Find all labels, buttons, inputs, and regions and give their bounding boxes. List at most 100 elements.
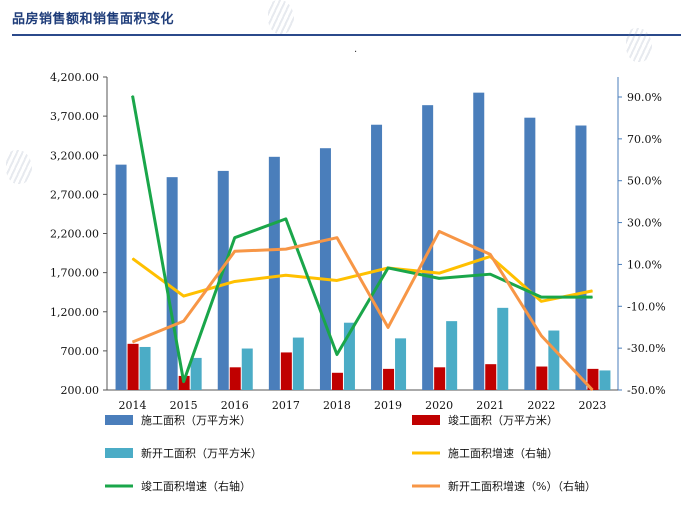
watermark-logo-top [268, 0, 294, 34]
completed-growth-point [336, 354, 338, 356]
left-tick-label: 2,200.00 [50, 228, 99, 241]
right-tick-label: 70.0% [627, 133, 662, 146]
x-tick-label: 2022 [527, 399, 555, 412]
watermark-logo-right [626, 28, 652, 62]
completed-area-bar [127, 343, 139, 390]
title-divider [12, 34, 681, 36]
completed-growth-point [540, 296, 542, 298]
new-start-growth-point [132, 341, 134, 343]
completed-area-bar [485, 364, 497, 390]
legend-new-start-growth-label: 新开工面积增速（%）（右轴） [448, 479, 596, 493]
x-tick-label: 2017 [272, 399, 300, 412]
x-tick-label: 2021 [476, 399, 504, 412]
construction-area-bar [217, 170, 229, 390]
construction-area-bar [422, 105, 434, 391]
legend-new-start-area-label: 新开工面积（万平方米） [141, 446, 262, 460]
legend-construction-growth-label: 施工面积增速（右轴） [448, 446, 558, 460]
legend-construction-growth: 施工面积增速（右轴） [412, 446, 558, 460]
completed-growth-point [387, 267, 389, 269]
construction-area-bar [575, 125, 587, 390]
legend-new-start-area-swatch [105, 448, 133, 458]
legend-completed-growth-label: 竣工面积增速（右轴） [141, 479, 251, 493]
construction-area-bar [524, 117, 536, 390]
new-start-growth-point [540, 335, 542, 337]
x-tick-label: 2016 [221, 399, 249, 412]
new-start-area-bar [190, 357, 202, 390]
right-tick-label: 90.0% [627, 91, 662, 104]
construction-growth-point [336, 279, 338, 281]
new-start-area-bar [497, 307, 509, 390]
legend-new-start-growth: 新开工面积增速（%）（右轴） [412, 479, 596, 493]
left-tick-label: 4,200.00 [50, 71, 99, 84]
new-start-growth-point [438, 230, 440, 232]
watermark-logo-left [6, 150, 32, 184]
completed-growth-point [438, 277, 440, 279]
construction-growth-point [591, 290, 593, 292]
right-tick-label: 50.0% [627, 175, 662, 188]
new-start-area-bar [548, 330, 560, 390]
left-tick-label: 1,200.00 [50, 306, 99, 319]
legend-completed-growth: 竣工面积增速（右轴） [105, 479, 251, 493]
construction-growth-point [132, 258, 134, 260]
new-start-growth-point [591, 389, 593, 391]
new-start-growth-point [285, 248, 287, 250]
completed-growth-point [285, 218, 287, 220]
legend-new-start-area: 新开工面积（万平方米） [105, 446, 262, 460]
right-tick-label: -30.0% [627, 342, 666, 355]
legend-construction-area-label: 施工面积（万平方米） [141, 413, 251, 427]
completed-growth-point [132, 95, 134, 97]
construction-area-bar [115, 164, 127, 390]
completed-area-bar [434, 367, 446, 390]
left-tick-label: 3,200.00 [50, 149, 99, 162]
completed-area-bar [331, 372, 343, 390]
completed-growth-point [591, 296, 593, 298]
new-start-area-bar [395, 338, 407, 390]
completed-area-bar [280, 352, 292, 390]
legend-construction-area: 施工面积（万平方米） [105, 413, 251, 427]
new-start-area-bar [599, 370, 611, 390]
bars-layer [115, 92, 611, 391]
new-start-growth-point [387, 326, 389, 328]
x-tick-label: 2015 [170, 399, 198, 412]
x-tick-label: 2020 [425, 399, 453, 412]
completed-growth-point [489, 273, 491, 275]
new-start-area-bar [446, 321, 458, 390]
new-start-area-bar [343, 322, 355, 390]
new-start-area-bar [292, 337, 304, 390]
construction-area-bar [473, 92, 485, 391]
construction-growth-point [183, 295, 185, 297]
legend: 施工面积（万平方米） 竣工面积（万平方米） 新开工面积（万平方米） 施工面积增速（右轴… [105, 413, 596, 493]
completed-area-bar [229, 367, 241, 390]
new-start-growth-point [234, 250, 236, 252]
construction-growth-point [438, 272, 440, 274]
x-tick-label: 2023 [578, 399, 606, 412]
construction-area-bar [319, 148, 331, 390]
completed-growth-point [183, 381, 185, 383]
completed-area-bar [536, 366, 548, 390]
left-tick-label: 700.00 [61, 345, 100, 358]
completed-growth-point [234, 237, 236, 239]
new-start-area-bar [241, 348, 253, 390]
construction-growth-line [131, 254, 593, 303]
legend-construction-area-swatch [105, 415, 133, 425]
x-tick-label: 2014 [119, 399, 147, 412]
page-title: 品房销售额和销售面积变化 [12, 12, 175, 27]
right-tick-label: -50.0% [627, 384, 666, 397]
completed-growth-line [131, 95, 593, 384]
tick-labels-layer: 4,200.00 3,700.00 3,200.00 2,700.00 2,200.00… [50, 71, 666, 412]
left-tick-label: 2,700.00 [50, 188, 99, 201]
construction-growth-point [285, 274, 287, 276]
completed-area-bar [383, 368, 395, 390]
construction-area-bar [166, 177, 178, 390]
lines-layer [131, 95, 594, 392]
legend-completed-area-swatch [412, 415, 440, 425]
right-tick-label: 30.0% [627, 217, 662, 230]
new-start-area-bar [139, 346, 151, 390]
right-tick-label: 10.0% [627, 258, 662, 271]
right-tick-label: -10.0% [627, 300, 666, 313]
new-start-growth-point [183, 320, 185, 322]
legend-completed-area: 竣工面积（万平方米） [412, 413, 558, 427]
construction-growth-point [234, 280, 236, 282]
new-start-growth-point [489, 253, 491, 255]
